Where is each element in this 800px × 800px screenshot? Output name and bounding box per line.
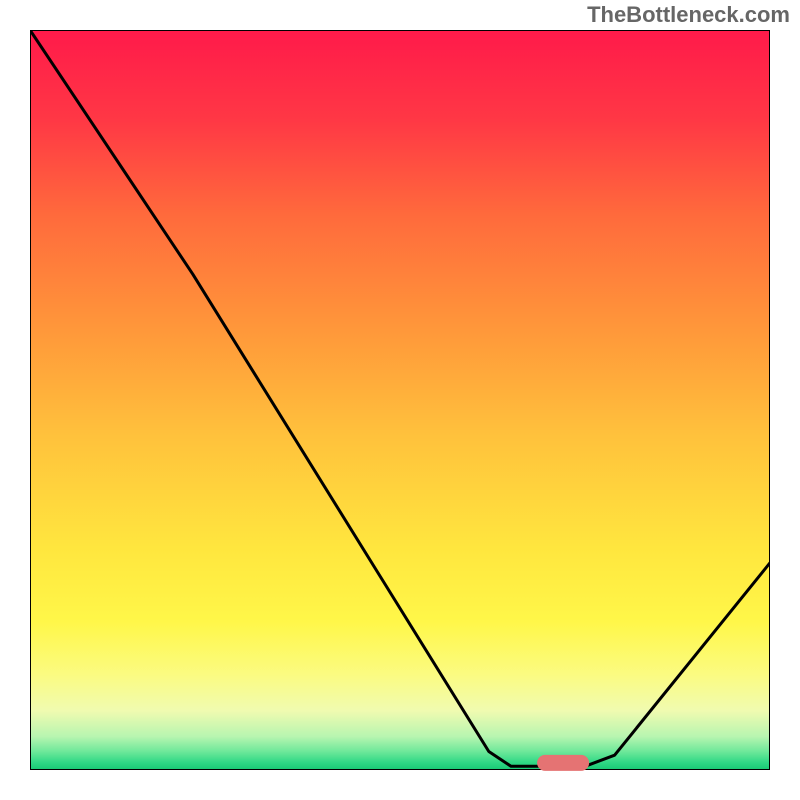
- chart-plot-area: [30, 30, 770, 770]
- watermark-text: TheBottleneck.com: [587, 2, 790, 28]
- optimal-range-marker: [537, 754, 589, 770]
- bottleneck-curve: [30, 30, 770, 770]
